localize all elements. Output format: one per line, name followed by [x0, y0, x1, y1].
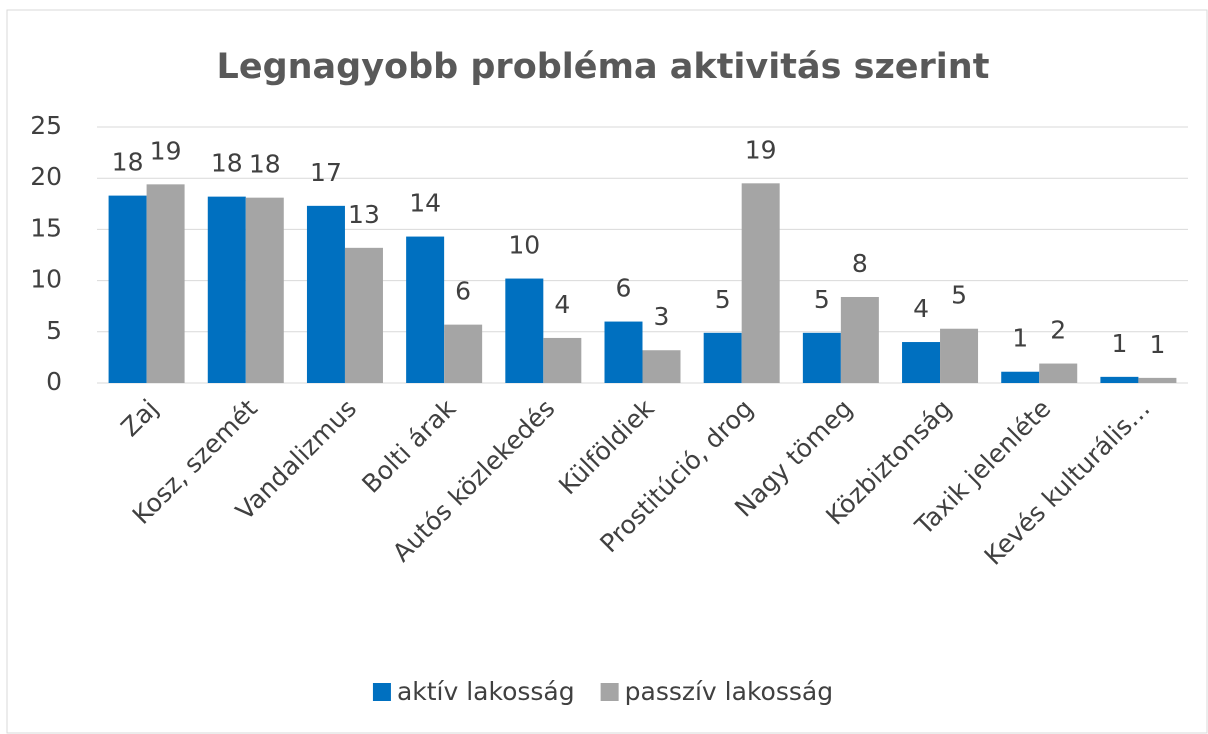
y-tick-label: 10 — [30, 265, 62, 294]
bar — [1138, 377, 1177, 383]
bar — [642, 350, 681, 383]
bar — [1039, 363, 1078, 383]
bar — [108, 195, 147, 383]
data-label: 4 — [554, 290, 570, 319]
data-label: 8 — [852, 249, 868, 278]
bar — [1100, 376, 1139, 383]
bar — [940, 328, 979, 383]
bar — [902, 342, 941, 383]
data-label: 1 — [1149, 330, 1165, 359]
data-label: 5 — [715, 285, 731, 314]
bar — [802, 332, 841, 383]
chart-title: Legnagyobb probléma aktivitás szerint — [217, 47, 990, 87]
data-label: 5 — [814, 285, 830, 314]
data-label: 10 — [508, 231, 540, 260]
bar — [444, 324, 483, 383]
legend-swatch — [600, 683, 619, 701]
bar — [703, 332, 742, 383]
legend-swatch — [372, 683, 391, 701]
bar — [344, 247, 383, 383]
data-label: 6 — [455, 277, 471, 306]
bar — [146, 184, 185, 383]
bar — [306, 205, 345, 383]
bar — [840, 296, 879, 383]
data-label: 17 — [310, 158, 342, 187]
data-label: 1 — [1012, 324, 1028, 353]
data-label: 14 — [409, 189, 441, 218]
bar — [1001, 371, 1040, 383]
data-label: 1 — [1111, 329, 1127, 358]
bar — [604, 321, 643, 383]
bar — [741, 183, 780, 383]
y-tick-label: 5 — [46, 316, 62, 345]
data-label: 19 — [745, 135, 777, 164]
data-label: 6 — [616, 274, 632, 303]
data-label: 18 — [249, 150, 281, 179]
legend-label: aktív lakosság — [397, 677, 575, 706]
y-tick-label: 0 — [46, 367, 62, 396]
y-tick-label: 15 — [30, 213, 62, 242]
bar — [245, 197, 284, 383]
legend-item: passzív lakosság — [600, 677, 833, 706]
bar — [406, 236, 445, 383]
bar — [505, 278, 544, 383]
y-tick-label: 25 — [30, 111, 62, 140]
y-tick-label: 20 — [30, 162, 62, 191]
data-label: 2 — [1050, 316, 1066, 345]
bar — [543, 337, 582, 383]
data-label: 19 — [150, 136, 182, 165]
data-label: 5 — [951, 281, 967, 310]
bar — [207, 196, 246, 383]
data-label: 18 — [211, 149, 243, 178]
data-label: 13 — [348, 200, 380, 229]
legend-label: passzív lakosság — [625, 677, 833, 706]
data-label: 3 — [654, 302, 670, 331]
data-label: 4 — [913, 294, 929, 323]
legend-item: aktív lakosság — [372, 677, 575, 706]
data-label: 18 — [112, 148, 144, 177]
